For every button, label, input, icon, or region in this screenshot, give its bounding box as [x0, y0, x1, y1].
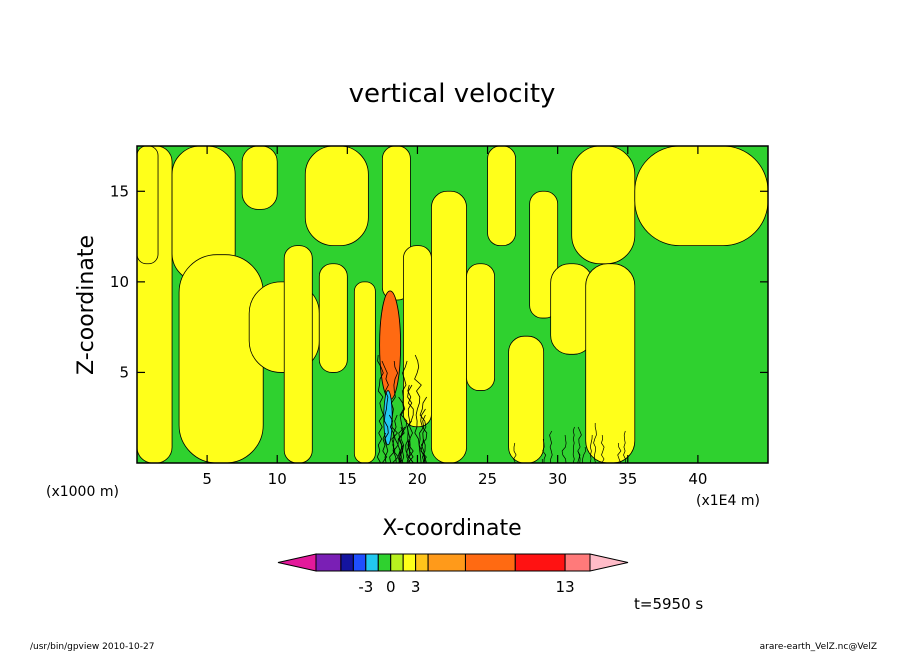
- colorbar-tick-label: 0: [386, 578, 396, 596]
- contour-line: [407, 384, 414, 463]
- colorbar-segment: [402, 553, 417, 572]
- plot-frame: [136, 145, 769, 464]
- contour-line: [513, 442, 517, 463]
- contour-line: [561, 434, 567, 463]
- contour-line: [577, 450, 581, 463]
- contour-line: [617, 442, 622, 463]
- contour-line: [419, 396, 428, 463]
- plot-area: 5 10 15 20 25 30 35 40 5 10 15: [110, 145, 769, 488]
- contour-line: [414, 354, 422, 463]
- y-tick-label: 15: [110, 182, 129, 200]
- contour-line: [397, 450, 401, 463]
- colorbar-segment: [365, 553, 379, 572]
- x-tick-label: 25: [478, 470, 497, 488]
- contour-line: [601, 434, 605, 463]
- contour-region-positive: [487, 146, 516, 247]
- colorbar-under-arrow: [277, 553, 317, 572]
- contour-line: [593, 423, 597, 463]
- y-unit-label: (x1E4 m): [696, 493, 760, 509]
- x-axis-label: X-coordinate: [382, 516, 521, 541]
- contour-region-positive: [353, 281, 376, 463]
- contour-region-positive: [137, 146, 159, 265]
- contour-region-positive: [241, 146, 278, 210]
- x-tick-label: 10: [268, 470, 287, 488]
- x-tick-label: 35: [618, 470, 637, 488]
- contour-region-positive: [634, 146, 768, 247]
- contour-line: [381, 360, 389, 463]
- contour-region-positive: [508, 335, 545, 463]
- x-tick-label: 15: [338, 470, 357, 488]
- contour-line: [572, 426, 575, 463]
- contour-region-positive: [283, 245, 313, 463]
- contour-line: [549, 430, 553, 463]
- colorbar-segment: [377, 553, 392, 572]
- y-axis-label: Z-coordinate: [74, 235, 99, 375]
- colorbar-segment: [514, 553, 566, 572]
- contour-region-positive: [466, 263, 495, 391]
- contour-line: [376, 354, 384, 463]
- x-unit-label: (x1000 m): [46, 484, 119, 500]
- y-tick-label: 5: [119, 363, 129, 381]
- colorbar-tick-label: -3: [358, 578, 373, 596]
- contour-line: [577, 426, 582, 463]
- x-tick-label: 30: [548, 470, 567, 488]
- contour-line: [407, 384, 414, 463]
- contour-region-positive: [585, 263, 636, 463]
- colorbar-tick-label: 13: [556, 578, 575, 596]
- colorbar: -3 0 3 13: [277, 553, 629, 596]
- colorbar-segment: [564, 553, 591, 572]
- contour-line: [418, 414, 426, 463]
- contour-region-positive: [431, 190, 467, 463]
- colorbar-segment: [315, 553, 342, 572]
- contour-region-positive: [403, 245, 432, 428]
- contour-line: [390, 360, 399, 463]
- contour-line: [623, 430, 627, 463]
- footer-right: arare-earth_VelZ.nc@VelZ: [760, 642, 877, 652]
- contour-region-positive: [178, 254, 264, 463]
- contour-region-positive: [318, 263, 348, 373]
- contour-line: [389, 414, 396, 463]
- contour-region-updraft: [379, 290, 402, 401]
- colorbar-segment: [340, 553, 354, 572]
- contour-region-positive: [571, 146, 636, 265]
- colorbar-segment: [427, 553, 466, 572]
- contour-line: [589, 434, 593, 463]
- x-tick-label: 5: [202, 470, 212, 488]
- contour-line: [391, 414, 399, 463]
- footer-left: /usr/bin/gpview 2010-10-27: [30, 642, 154, 652]
- contour-line: [582, 446, 587, 463]
- contour-line: [541, 459, 543, 463]
- chart-title: vertical velocity: [349, 79, 556, 109]
- x-tick-label: 20: [408, 470, 427, 488]
- colorbar-segment: [390, 553, 404, 572]
- colorbar-over-arrow: [589, 553, 629, 572]
- contour-region-positive: [304, 146, 369, 247]
- colorbar-segment: [415, 553, 429, 572]
- contour-line: [397, 426, 404, 463]
- contour-line: [400, 360, 408, 463]
- contour-line: [381, 432, 388, 463]
- y-tick-label: 10: [110, 273, 129, 291]
- colorbar-segment: [352, 553, 367, 572]
- colorbar-segment: [464, 553, 516, 572]
- x-tick-label: 40: [688, 470, 707, 488]
- colorbar-tick-label: 3: [411, 578, 421, 596]
- time-label: t=5950 s: [634, 595, 703, 613]
- contour-line: [399, 444, 404, 463]
- contour-line: [420, 408, 428, 463]
- contour-line: [406, 438, 411, 463]
